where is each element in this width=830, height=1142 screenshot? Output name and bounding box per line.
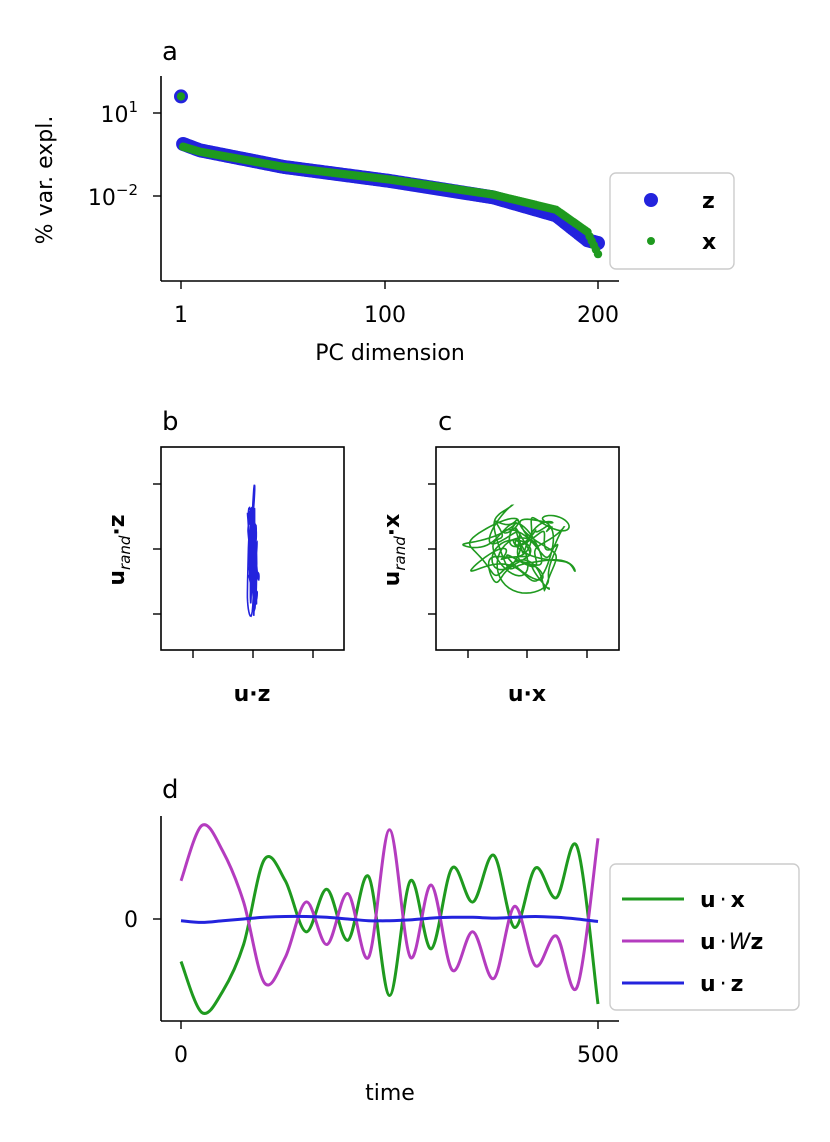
panel-a-xtick-label-3: 200 bbox=[577, 303, 619, 328]
panel-b-trajectory bbox=[246, 484, 260, 618]
panel-d-ytick-label-1: 0 bbox=[124, 908, 138, 933]
panel-a-ytick-label-1: 101 bbox=[100, 98, 138, 128]
series-line-u-dot-z bbox=[180, 914, 599, 924]
panel-a-legend-frame bbox=[609, 172, 735, 270]
panel-a-ylabel: % var. expl. bbox=[33, 116, 58, 245]
scatter-point-x-1 bbox=[176, 92, 186, 101]
panel-a-label: a bbox=[162, 37, 178, 67]
panel-a-ytick-label-2: 10−2 bbox=[88, 181, 138, 211]
panel-b: b u·z urand·z bbox=[105, 407, 345, 707]
panel-d: d 0 0 500 time u · x u ·Wz u · z bbox=[124, 775, 800, 1106]
panel-d-xlabel: time bbox=[365, 1081, 415, 1106]
panel-b-ylabel: urand·z bbox=[105, 514, 134, 585]
legend-z-marker bbox=[644, 193, 658, 207]
panel-b-xlabel: u·z bbox=[234, 682, 271, 707]
panel-a: a 101 10−2 1 100 200 PC dimension % var.… bbox=[33, 37, 735, 366]
panel-a-points bbox=[174, 89, 605, 259]
panel-c-label: c bbox=[438, 407, 452, 437]
legend-uz-label: u · z bbox=[700, 972, 743, 997]
legend-uwz-label: u ·Wz bbox=[700, 930, 763, 955]
panel-b-label: b bbox=[162, 407, 179, 437]
panel-d-lines bbox=[179, 823, 600, 1015]
panel-a-xtick-label-1: 1 bbox=[174, 303, 188, 328]
panel-d-legend: u · x u ·Wz u · z bbox=[609, 863, 800, 1011]
legend-x-label: x bbox=[702, 230, 716, 255]
panel-d-xtick-label-1: 0 bbox=[174, 1043, 188, 1068]
panel-a-xtick-label-2: 100 bbox=[364, 303, 406, 328]
legend-x-marker bbox=[647, 237, 655, 245]
panel-a-legend: z x bbox=[609, 172, 735, 270]
legend-z-label: z bbox=[702, 189, 715, 214]
panel-d-label: d bbox=[162, 775, 179, 805]
series-line-u-dot-Wz bbox=[179, 823, 600, 992]
panel-c: c u·x urand·x bbox=[380, 407, 620, 707]
series-line-u-dot-x bbox=[179, 842, 600, 1015]
panel-c-trajectory bbox=[462, 504, 576, 594]
scatter-point-x-200 bbox=[593, 249, 603, 259]
panel-c-ylabel: urand·x bbox=[380, 514, 409, 587]
panel-d-xtick-label-2: 500 bbox=[577, 1043, 619, 1068]
panel-a-xlabel: PC dimension bbox=[315, 341, 465, 366]
legend-ux-label: u · x bbox=[700, 888, 745, 913]
panel-c-xlabel: u·x bbox=[508, 682, 546, 707]
